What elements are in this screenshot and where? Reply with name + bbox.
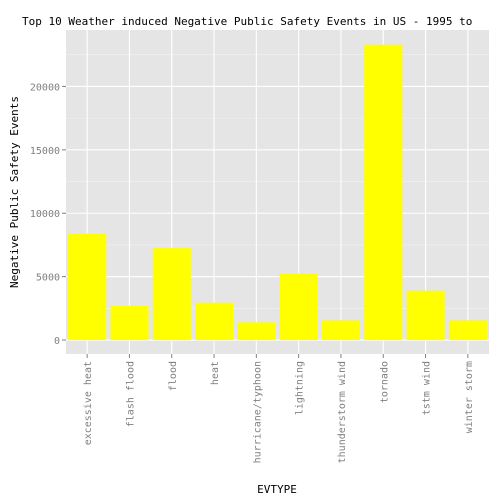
bar-thunderstorm-wind xyxy=(321,320,360,341)
x-tick-label: excessive heat xyxy=(83,361,94,445)
chart-title: Top 10 Weather induced Negative Public S… xyxy=(22,15,472,28)
y-axis-label: Negative Public Safety Events xyxy=(8,96,21,288)
x-tick-label: tstm wind xyxy=(422,361,433,415)
y-tick-label: 0 xyxy=(54,336,60,347)
bar-flash-flood xyxy=(110,305,149,341)
x-axis: excessive heat flash flood flood heat hurric… xyxy=(83,354,475,463)
x-tick-label: tornado xyxy=(379,361,390,403)
x-tick-label: flash flood xyxy=(125,361,136,427)
bars xyxy=(68,44,487,341)
x-tick-label: hurricane/typhoon xyxy=(252,361,263,463)
x-tick-label: lightning xyxy=(295,361,306,415)
bar-excessive-heat xyxy=(68,233,107,341)
x-tick-label: heat xyxy=(210,361,221,385)
x-tick-label: flood xyxy=(168,361,179,391)
bar-heat xyxy=(195,302,234,341)
y-axis: 0 5000 10000 15000 20000 xyxy=(30,82,66,347)
bar-winter-storm xyxy=(448,320,487,341)
x-axis-label: EVTYPE xyxy=(257,483,297,496)
bar-flood xyxy=(152,248,191,341)
y-tick-label: 20000 xyxy=(30,82,60,93)
bar-hurricane-typhoon xyxy=(237,322,276,341)
x-tick-label: winter storm xyxy=(464,361,475,433)
bar-tornado xyxy=(364,44,403,341)
y-tick-label: 10000 xyxy=(30,209,60,220)
x-tick-label: thunderstorm wind xyxy=(337,361,348,463)
bar-lightning xyxy=(279,273,318,341)
bar-tstm-wind xyxy=(406,290,445,341)
y-tick-label: 5000 xyxy=(36,273,60,284)
y-tick-label: 15000 xyxy=(30,146,60,157)
